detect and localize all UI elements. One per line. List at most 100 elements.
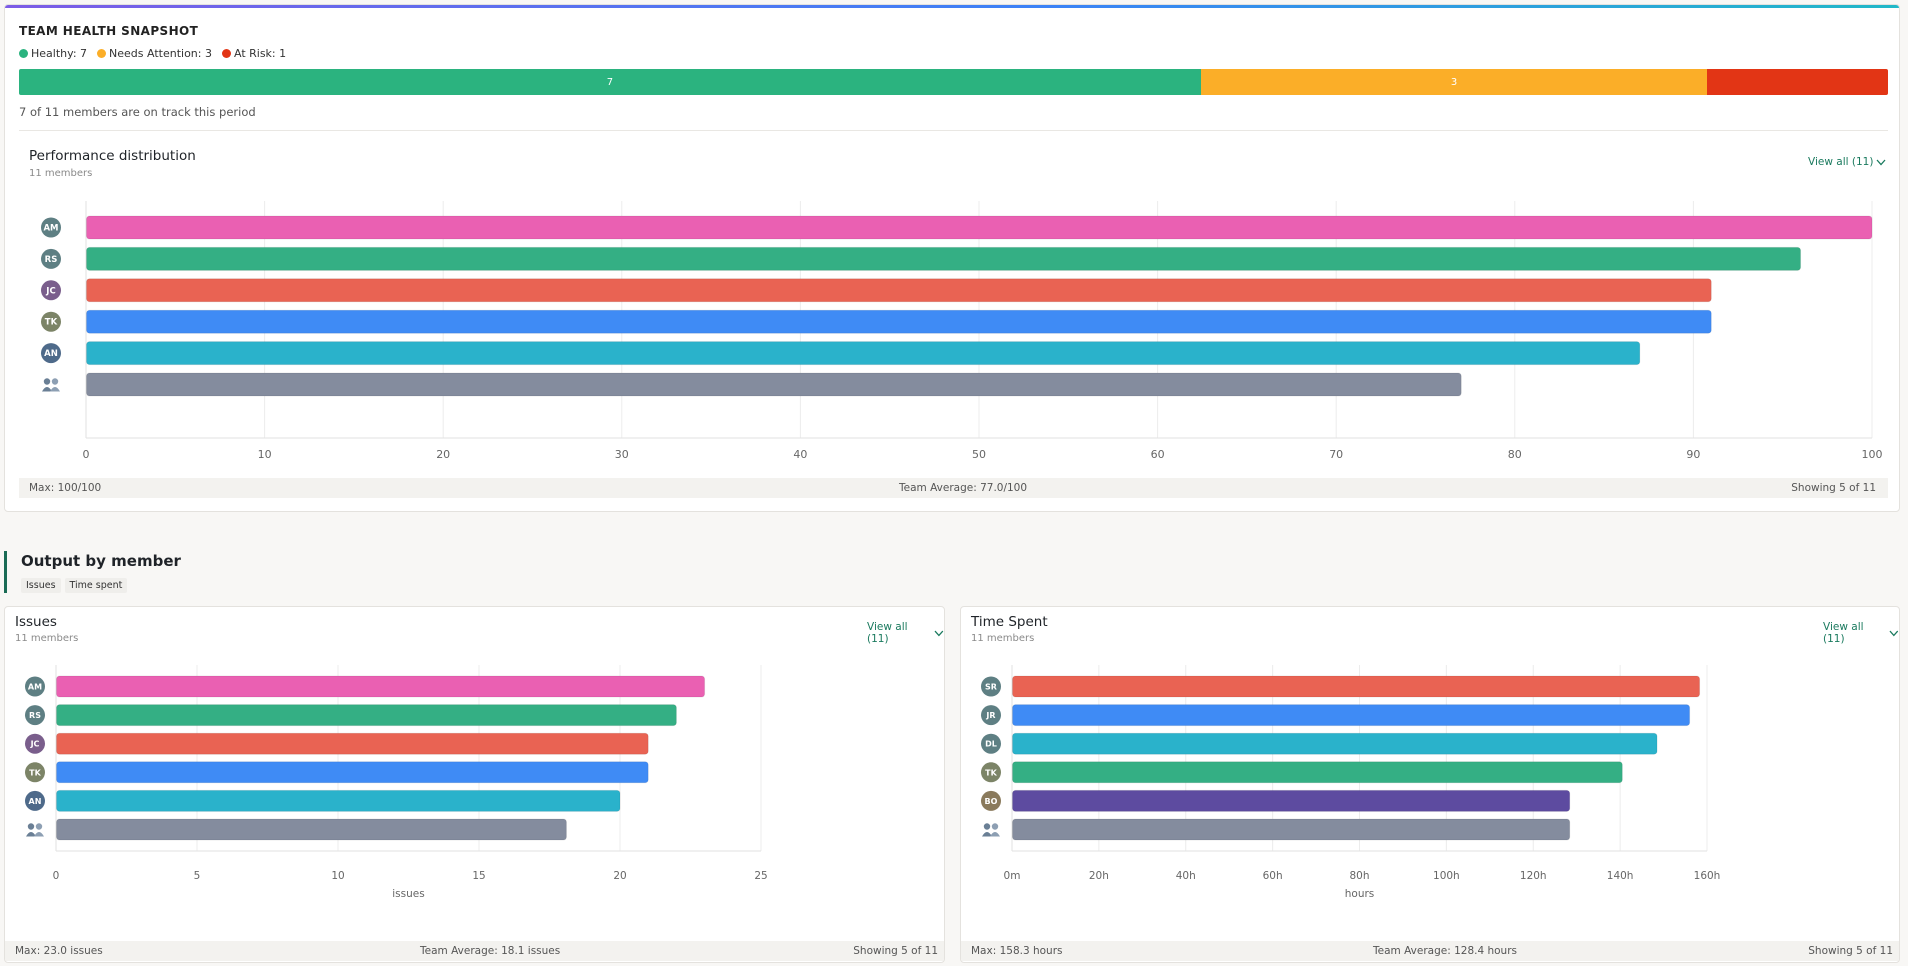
team-group-icon [26,823,44,837]
performance-view-all-label: View all (11) [1808,156,1874,168]
x-axis-label: hours [1345,888,1375,900]
avatar[interactable] [41,248,61,269]
time-team-average: Team Average: 128.4 hours [1373,945,1518,957]
x-tick-label: 120h [1520,870,1547,882]
avatar[interactable] [25,790,45,811]
x-tick-label: 60h [1263,870,1283,882]
team-head-icon [27,823,35,830]
avatar-initials: JR [985,711,995,720]
tab-time-spent[interactable]: Time spent [64,578,128,593]
health-segment-at-risk[interactable] [1707,69,1888,95]
time-title: Time Spent [971,614,1048,630]
chart-bar[interactable] [56,818,567,841]
chart-bar[interactable] [1012,732,1658,755]
avatar[interactable] [981,762,1001,783]
chart-bar[interactable] [86,341,1641,366]
x-tick-label: 15 [472,870,485,882]
x-tick-label: 50 [972,448,986,461]
avatar-initials: SR [985,683,997,692]
avatar[interactable] [981,733,1001,754]
legend-needs-attention-label: Needs Attention: 3 [109,47,212,60]
legend-at-risk: At Risk: 1 [221,47,287,60]
chart-bar[interactable] [86,246,1802,271]
avatar-initials: TK [29,768,41,777]
x-tick-label: 25 [754,870,767,882]
chart-bar[interactable] [1012,675,1701,698]
issues-view-all-button[interactable]: View all (11) [867,621,944,645]
x-tick-label: 5 [194,870,201,882]
chart-bar[interactable] [56,761,649,784]
x-tick-label: 10 [331,870,344,882]
team-head-icon [983,823,991,830]
avatar[interactable] [41,217,61,238]
avatar[interactable] [25,762,45,783]
chart-bar[interactable] [56,704,677,727]
chart-bar[interactable] [56,675,706,698]
time-subtitle: 11 members [971,633,1035,644]
chart-bar[interactable] [1012,704,1691,727]
x-tick-label: 0m [1004,870,1021,882]
x-tick-label: 20 [436,448,450,461]
avatar[interactable] [25,705,45,726]
time-spent-chart: 0m 20h 40h 60h 80h 100h 120h 140h 160h hours SR JR D… [981,665,1721,900]
legend-needs-attention: Needs Attention: 3 [97,47,212,60]
x-tick-label: 100 [1862,448,1883,461]
avatar[interactable] [25,733,45,754]
chart-bar[interactable] [86,372,1462,397]
issues-showing-count: Showing 5 of 11 [853,945,938,957]
team-body-icon [26,832,36,837]
x-tick-label: 0 [83,448,90,461]
chart-bar[interactable] [86,309,1712,334]
team-head-icon [991,823,999,830]
x-tick-label: 80 [1508,448,1522,461]
chart-bar[interactable] [1012,789,1571,812]
x-tick-label: 160h [1694,870,1721,882]
issues-team-average: Team Average: 18.1 issues [420,945,561,957]
x-tick-label: 70 [1329,448,1343,461]
performance-showing-count: Showing 5 of 11 [1791,482,1876,494]
team-body-icon [42,387,52,392]
avatar[interactable] [981,676,1001,697]
x-tick-label: 10 [258,448,272,461]
chart-bar[interactable] [56,732,649,755]
healthy-dot-icon [19,49,28,58]
team-group-icon [982,823,1000,837]
chart-bar[interactable] [1012,818,1571,841]
performance-view-all-button[interactable]: View all (11) [1808,156,1886,168]
time-max: Max: 158.3 hours [971,945,1063,957]
output-tabs: Issues Time spent [21,578,181,593]
output-title: Output by member [21,552,181,570]
time-footer: Max: 158.3 hours Team Average: 128.4 hou… [961,941,1899,961]
time-view-all-button[interactable]: View all (11) [1823,621,1899,645]
x-tick-label: 40 [793,448,807,461]
output-section-heading: Output by member Issues Time spent [4,551,181,593]
avatar[interactable] [41,280,61,301]
avatar[interactable] [41,311,61,332]
performance-title: Performance distribution [29,148,196,164]
issues-footer: Max: 23.0 issues Team Average: 18.1 issu… [5,941,944,961]
avatar[interactable] [981,790,1001,811]
tab-issues[interactable]: Issues [21,578,61,593]
avatar[interactable] [981,705,1001,726]
health-segment-needs-attention[interactable]: 3 [1200,69,1708,95]
health-stacked-bar: 7 3 [19,69,1888,95]
chart-bar[interactable] [56,789,621,812]
chart-bar[interactable] [86,278,1712,303]
chart-bar[interactable] [86,215,1873,240]
health-segment-healthy[interactable]: 7 [19,69,1201,95]
chart-bar[interactable] [1012,761,1623,784]
team-body-icon [34,832,44,837]
performance-team-average: Team Average: 77.0/100 [899,482,1028,494]
avatar[interactable] [25,676,45,697]
legend-healthy-label: Healthy: 7 [31,47,88,60]
time-spent-card: Time Spent 11 members View all (11) 0m 20… [960,606,1900,963]
x-tick-label: 90 [1686,448,1700,461]
avatar-initials: JC [30,740,40,749]
avatar-initials: DL [985,740,997,749]
legend-at-risk-label: At Risk: 1 [233,47,287,60]
team-head-icon [51,378,59,385]
health-title: TEAM HEALTH SNAPSHOT [19,24,199,38]
avatar-initials: AN [44,349,58,359]
team-body-icon [990,832,1000,837]
avatar[interactable] [41,343,61,364]
